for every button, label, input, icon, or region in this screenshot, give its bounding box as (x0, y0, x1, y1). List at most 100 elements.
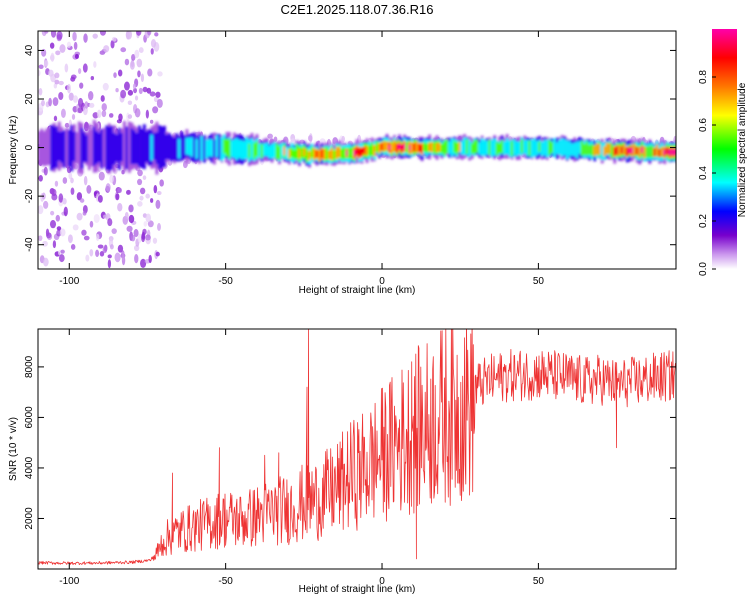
spectrogram-noise-cell (58, 80, 64, 86)
spectrogram-band-cell (455, 142, 459, 155)
spectrogram-noise-cell (109, 244, 114, 250)
spectrogram-band-cell (250, 138, 254, 160)
spectrogram-band-cell (80, 127, 84, 169)
spectrogram-noise-cell (58, 254, 65, 263)
spectrogram-noise-cell (150, 39, 157, 48)
spectrogram-band-cell (495, 142, 499, 156)
spectrogram-band-cell (147, 129, 151, 166)
spectrogram-band-cell (105, 125, 109, 170)
spectrogram-band-cell (272, 142, 276, 158)
spectrogram-y-tick-label: -20 (24, 188, 35, 203)
spectrogram-noise-cell (145, 109, 149, 119)
spectrogram-band-cell (360, 147, 364, 157)
spectrogram-noise-cell (117, 187, 123, 194)
spectrogram-band-cell (533, 138, 537, 157)
spectrogram-noise-cell (58, 91, 64, 100)
spectrogram-noise-cell (152, 106, 159, 114)
spectrogram-band-cell (563, 139, 567, 156)
spectrogram-band-cell (363, 146, 367, 154)
spectrogram-noise-cell (673, 135, 676, 145)
spectrogram-noise-cell (107, 254, 112, 259)
spectrogram-noise-cell (134, 254, 139, 264)
spectrogram-band-cell (55, 126, 59, 168)
spectrogram-noise-cell (142, 86, 148, 93)
spectrogram-noise-cell (83, 121, 89, 132)
spectrogram-noise-cell (58, 193, 64, 203)
spectrogram-noise-cell (98, 171, 105, 181)
spectrogram-band-cell (658, 148, 662, 158)
spectrogram-noise-cell (125, 31, 133, 40)
spectrogram-noise-cell (129, 60, 135, 70)
spectrogram-noise-cell (130, 234, 136, 242)
spectrogram-band-cell (130, 128, 134, 165)
spectrogram-noise-cell (140, 258, 147, 269)
spectrogram-band-cell (365, 145, 369, 156)
spectrogram-band-cell (217, 133, 221, 161)
spectrogram-band-cell (62, 130, 66, 168)
spectrogram-band-cell (270, 144, 274, 159)
spectrogram-band-cell (102, 127, 106, 168)
spectrogram-noise-cell (54, 180, 59, 187)
spectrogram-noise-cell (89, 220, 94, 228)
spectrogram-band-cell (340, 148, 344, 160)
spectrogram-band-cell (628, 148, 632, 154)
spectrogram-noise-cell (102, 246, 108, 254)
spectrogram-band-cell (388, 145, 392, 150)
spectrogram-band-cell (265, 142, 269, 157)
spectrogram-band-cell (95, 131, 99, 165)
spectrogram-noise-cell (113, 72, 117, 78)
spectrogram-band-cell (418, 143, 422, 152)
spectrogram-band-cell (57, 131, 61, 161)
spectrogram-noise-cell (77, 97, 84, 108)
spectrogram-noise-cell (74, 54, 80, 60)
spectrogram-band-cell (558, 139, 562, 155)
spectrogram-noise-cell (93, 213, 100, 223)
spectrogram-band-cell (473, 140, 477, 154)
spectrogram-band-cell (237, 139, 241, 158)
spectrogram-band-cell (47, 128, 51, 165)
spectrogram-band-cell (338, 146, 342, 158)
spectrogram-noise-cell (52, 97, 59, 107)
spectrogram-noise-cell (267, 133, 273, 139)
snr-x-tick-label: 0 (379, 576, 385, 587)
spectrogram-band-cell (393, 140, 397, 152)
spectrogram-band-cell (435, 143, 439, 153)
spectrogram-band-cell (177, 138, 181, 159)
spectrogram-noise-cell (86, 185, 92, 194)
spectrogram-band-cell (580, 140, 584, 156)
spectrogram-band-cell (598, 144, 602, 155)
spectrogram-noise-cell (81, 229, 87, 236)
spectrogram-band-cell (453, 141, 457, 153)
spectrogram-band-cell (630, 147, 634, 154)
spectrogram-noise-cell (50, 52, 55, 63)
spectrogram-noise-cell (62, 177, 68, 184)
spectrogram-noise-cell (146, 87, 152, 94)
spectrogram-band-cell (513, 139, 517, 156)
spectrogram-noise-cell (50, 210, 55, 216)
spectrogram-x-tick-label: 50 (533, 276, 545, 287)
spectrogram-band-cell (355, 147, 359, 156)
spectrogram-band-cell (635, 147, 639, 155)
spectrogram-band-cell (232, 139, 236, 158)
spectrogram-band-cell (545, 139, 549, 158)
snr-series-line (38, 329, 676, 565)
spectrogram-noise-cell (84, 101, 89, 109)
spectrogram-noise-cell (95, 249, 100, 258)
spectrogram-band-cell (325, 146, 329, 161)
snr-y-tick-label: 2000 (24, 507, 35, 530)
spectrogram-noise-cell (102, 82, 109, 91)
spectrogram-noise-cell (132, 83, 137, 90)
spectrogram-band-cell (648, 145, 652, 158)
spectrogram-band-cell (300, 146, 304, 159)
colorbar-tick-label: 0.4 (698, 166, 709, 180)
spectrogram-noise-cell (138, 47, 144, 54)
spectrogram-band-cell (570, 143, 574, 156)
spectrogram-band-cell (175, 133, 179, 162)
spectrogram-band-cell (70, 125, 74, 172)
spectrogram-band-cell (500, 140, 504, 154)
snr-frame (37, 328, 677, 570)
spectrogram-band-cell (458, 141, 462, 152)
spectrogram-noise-cell (68, 172, 73, 180)
spectrogram-noise-cell (137, 233, 142, 243)
spectrogram-band-cell (255, 141, 259, 157)
